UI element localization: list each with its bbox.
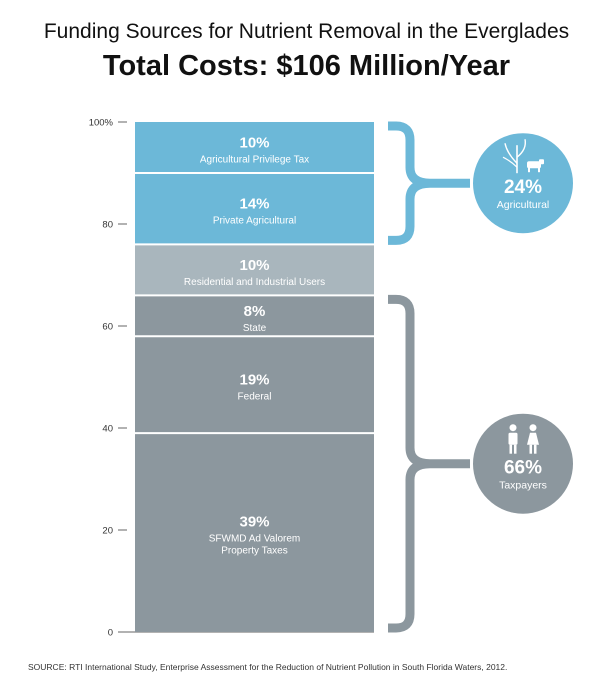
group-name-label: Agricultural	[497, 199, 550, 211]
segment-value-label: 10%	[239, 257, 269, 274]
group-circle	[473, 413, 573, 514]
group-brace	[388, 121, 470, 245]
segment-category-label: Property Taxes	[221, 546, 288, 557]
source-note: SOURCE: RTI International Study, Enterpr…	[28, 662, 508, 672]
segment-value-label: 39%	[239, 514, 269, 531]
segment-category-label: SFWMD Ad Valorem	[209, 534, 301, 545]
segment-value-label: 14%	[239, 196, 269, 213]
segment-category-label: Residential and Industrial Users	[184, 277, 325, 288]
bar-segment	[135, 244, 374, 296]
group-name-label: Taxpayers	[499, 480, 547, 492]
y-tick-label: 100%	[89, 118, 114, 129]
y-tick-label: 40	[102, 424, 113, 435]
segment-category-label: Agricultural Privilege Tax	[200, 155, 309, 166]
segment-category-label: Federal	[238, 392, 272, 403]
chart-title: Funding Sources for Nutrient Removal in …	[43, 20, 570, 43]
group-value-label: 24%	[504, 177, 542, 198]
sugarcane-cow-icon	[502, 139, 544, 174]
group-circle	[473, 133, 573, 234]
y-tick-label: 0	[108, 628, 113, 639]
segment-category-label: State	[243, 323, 267, 334]
bar-segment	[135, 336, 374, 434]
group-brace	[388, 294, 470, 633]
segment-value-label: 19%	[239, 372, 269, 389]
y-tick-label: 20	[102, 526, 113, 537]
y-tick-label: 60	[102, 322, 113, 333]
people-icon	[508, 424, 539, 454]
segment-value-label: 8%	[244, 303, 266, 320]
group-value-label: 66%	[504, 458, 542, 479]
bar-segment	[135, 433, 374, 632]
segment-value-label: 10%	[239, 135, 269, 152]
segment-category-label: Private Agricultural	[213, 216, 296, 227]
y-tick-label: 80	[102, 220, 113, 231]
chart-subtitle: Total Costs: $106 Million/Year	[102, 50, 511, 82]
bar-segment	[135, 173, 374, 245]
bar-segment	[135, 295, 374, 337]
bar-segment	[135, 122, 374, 173]
